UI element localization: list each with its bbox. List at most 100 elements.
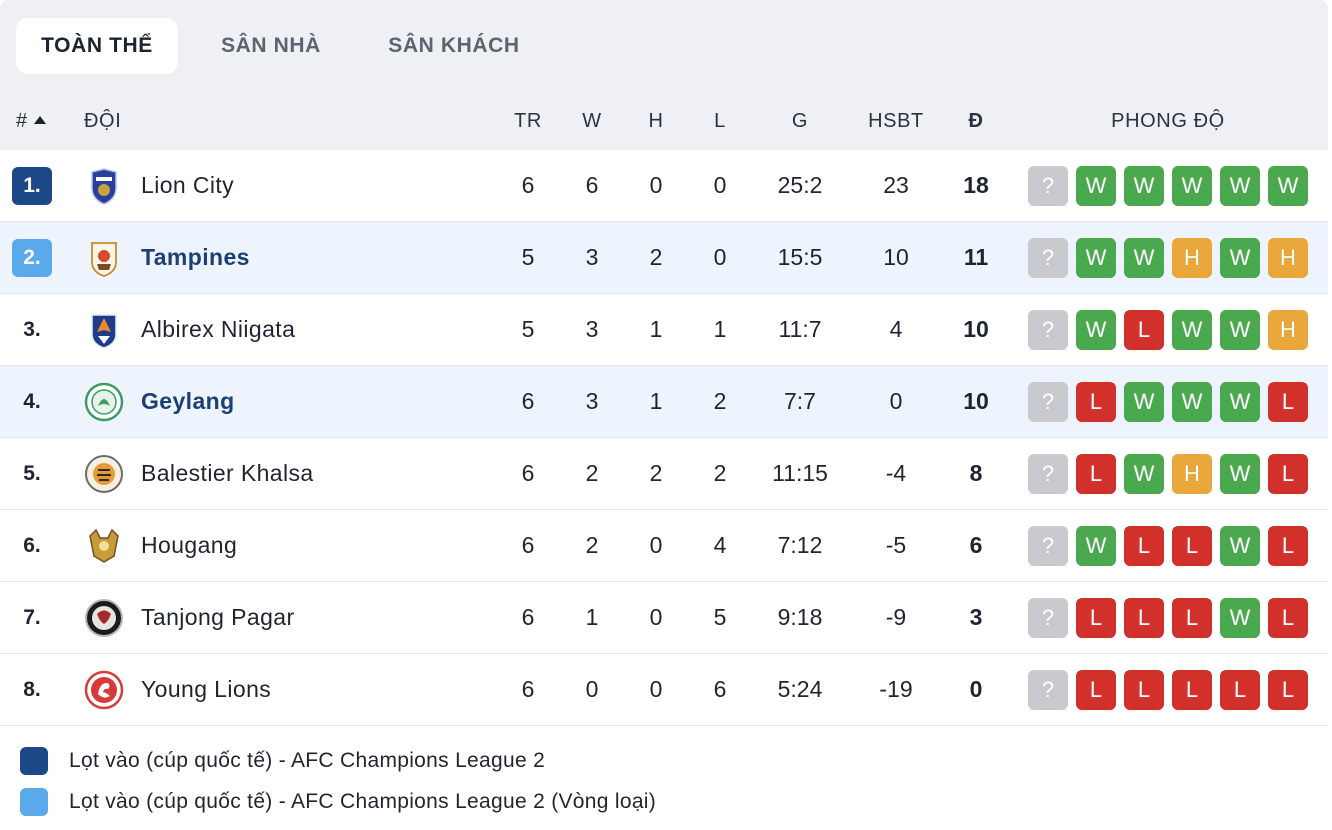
- tab-overall[interactable]: TOÀN THỂ: [16, 18, 178, 74]
- upcoming-match-badge[interactable]: ?: [1028, 598, 1068, 638]
- form-badge[interactable]: W: [1172, 382, 1212, 422]
- table-row[interactable]: 2. Tampines 5 3 2 0 15:5 10 11? W W H W H: [0, 222, 1328, 294]
- form-badge[interactable]: W: [1220, 454, 1260, 494]
- form-badge[interactable]: L: [1076, 598, 1116, 638]
- form-badge[interactable]: L: [1268, 382, 1308, 422]
- goals-cell: 5:24: [777, 676, 823, 702]
- upcoming-match-badge[interactable]: ?: [1028, 382, 1068, 422]
- table-row[interactable]: 6. Hougang 6 2 0 4 7:12 -5 6? W L L W L: [0, 510, 1328, 582]
- team-name-link[interactable]: Young Lions: [141, 676, 272, 702]
- form-badge[interactable]: L: [1172, 526, 1212, 566]
- form-badge[interactable]: W: [1172, 166, 1212, 206]
- form-badge[interactable]: L: [1124, 310, 1164, 350]
- form-badge[interactable]: W: [1076, 526, 1116, 566]
- drawn-cell: 1: [649, 388, 663, 414]
- team-name-link[interactable]: Tanjong Pagar: [141, 604, 295, 630]
- form-badge[interactable]: L: [1268, 598, 1308, 638]
- tab-away[interactable]: SÂN KHÁCH: [388, 34, 520, 57]
- form-badge[interactable]: W: [1220, 598, 1260, 638]
- team-name-link[interactable]: Balestier Khalsa: [141, 460, 314, 486]
- rank-badge: 5.: [23, 462, 41, 485]
- form-badge[interactable]: H: [1172, 238, 1212, 278]
- form-badge[interactable]: L: [1124, 598, 1164, 638]
- form-badge[interactable]: W: [1124, 382, 1164, 422]
- form-badge[interactable]: H: [1172, 454, 1212, 494]
- team-name-link[interactable]: Hougang: [141, 532, 238, 558]
- upcoming-match-badge[interactable]: ?: [1028, 166, 1068, 206]
- won-cell: 3: [585, 388, 599, 414]
- form-badge[interactable]: L: [1268, 454, 1308, 494]
- form-badge[interactable]: L: [1268, 670, 1308, 710]
- rank-badge: 7.: [23, 606, 41, 629]
- won-cell: 2: [585, 532, 599, 558]
- rank-badge: 2.: [12, 239, 52, 277]
- rank-badge: 4.: [23, 390, 41, 413]
- form-badge[interactable]: L: [1076, 382, 1116, 422]
- form-badge[interactable]: L: [1268, 526, 1308, 566]
- form-badge[interactable]: L: [1172, 670, 1212, 710]
- form-badge[interactable]: W: [1268, 166, 1308, 206]
- upcoming-match-badge[interactable]: ?: [1028, 454, 1068, 494]
- form-badge[interactable]: W: [1220, 310, 1260, 350]
- form-badge[interactable]: W: [1076, 238, 1116, 278]
- table-row[interactable]: 8. Young Lions 6 0 0 6 5:24 -19 0? L L L L L: [0, 654, 1328, 726]
- form-badge[interactable]: W: [1076, 310, 1116, 350]
- form-badge[interactable]: L: [1172, 598, 1212, 638]
- form-badge[interactable]: L: [1076, 670, 1116, 710]
- lost-column-header: L: [714, 110, 726, 132]
- tab-home[interactable]: SÂN NHÀ: [221, 34, 321, 57]
- form-badge[interactable]: W: [1220, 526, 1260, 566]
- drawn-cell: 0: [649, 172, 663, 198]
- won-cell: 3: [585, 316, 599, 342]
- won-cell: 0: [585, 676, 599, 702]
- upcoming-match-badge[interactable]: ?: [1028, 238, 1068, 278]
- form-badge[interactable]: W: [1124, 166, 1164, 206]
- goal-diff-cell: -19: [879, 676, 913, 702]
- form-badge[interactable]: H: [1268, 310, 1308, 350]
- played-cell: 6: [521, 532, 535, 558]
- lost-cell: 0: [713, 172, 727, 198]
- upcoming-match-badge[interactable]: ?: [1028, 670, 1068, 710]
- legend-text: Lọt vào (cúp quốc tế) - AFC Champions Le…: [69, 790, 657, 813]
- upcoming-match-badge[interactable]: ?: [1028, 310, 1068, 350]
- form-badge[interactable]: L: [1220, 670, 1260, 710]
- table-row[interactable]: 7. Tanjong Pagar 6 1 0 5 9:18 -9 3? L L L W L: [0, 582, 1328, 654]
- form-badge[interactable]: L: [1124, 526, 1164, 566]
- table-row[interactable]: 1. Lion City 6 6 0 0 25:2 23 18? W W W W W: [0, 150, 1328, 222]
- form-badge[interactable]: W: [1220, 238, 1260, 278]
- table-row[interactable]: 5. Balestier Khalsa 6 2 2 2 11:15 -4 8? L W H W L: [0, 438, 1328, 510]
- team-name-link[interactable]: Lion City: [141, 172, 235, 198]
- lost-cell: 2: [713, 460, 727, 486]
- form-badge[interactable]: W: [1124, 238, 1164, 278]
- legend: Lọt vào (cúp quốc tế) - AFC Champions Le…: [0, 742, 1328, 824]
- played-cell: 6: [521, 460, 535, 486]
- legend-item: Lọt vào (cúp quốc tế) - AFC Champions Le…: [0, 783, 1328, 824]
- played-cell: 6: [521, 604, 535, 630]
- rank-column-header[interactable]: #: [16, 92, 46, 150]
- form-badge[interactable]: H: [1268, 238, 1308, 278]
- lost-cell: 2: [713, 388, 727, 414]
- form-badge[interactable]: W: [1124, 454, 1164, 494]
- team-name-link[interactable]: Albirex Niigata: [141, 316, 296, 342]
- goals-column-header: G: [791, 110, 809, 132]
- table-row[interactable]: 4. Geylang 6 3 1 2 7:7 0 10? L W W W L: [0, 366, 1328, 438]
- form-badge[interactable]: W: [1220, 166, 1260, 206]
- upcoming-match-badge[interactable]: ?: [1028, 526, 1068, 566]
- form-badge[interactable]: L: [1076, 454, 1116, 494]
- form-badge[interactable]: W: [1076, 166, 1116, 206]
- standings-table: 1. Lion City 6 6 0 0 25:2 23 18? W W W W W 2. Tampines 5…: [0, 150, 1328, 726]
- table-row[interactable]: 3. Albirex Niigata 5 3 1 1 11:7 4 10? W L W W H: [0, 294, 1328, 366]
- goals-cell: 11:7: [778, 316, 822, 342]
- rank-badge: 3.: [23, 318, 41, 341]
- goal-diff-cell: -5: [885, 532, 907, 558]
- points-cell: 6: [969, 532, 983, 558]
- played-cell: 6: [521, 388, 535, 414]
- drawn-cell: 2: [649, 244, 663, 270]
- goals-cell: 25:2: [777, 172, 823, 198]
- played-cell: 5: [521, 244, 535, 270]
- form-badge[interactable]: W: [1172, 310, 1212, 350]
- form-badge[interactable]: W: [1220, 382, 1260, 422]
- form-badge[interactable]: L: [1124, 670, 1164, 710]
- team-name-link[interactable]: Geylang: [141, 388, 235, 414]
- team-name-link[interactable]: Tampines: [141, 244, 250, 270]
